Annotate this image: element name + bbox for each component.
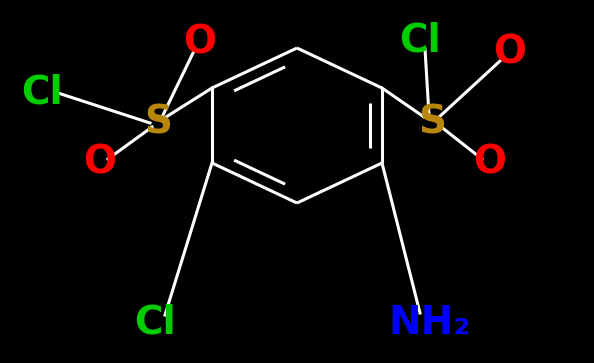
Text: O: O	[473, 144, 507, 182]
Text: Cl: Cl	[134, 304, 176, 342]
Text: Cl: Cl	[21, 74, 63, 112]
Text: O: O	[494, 34, 526, 72]
Text: Cl: Cl	[399, 22, 441, 60]
Text: S: S	[144, 104, 172, 142]
Text: O: O	[84, 144, 116, 182]
Text: S: S	[418, 104, 446, 142]
Text: O: O	[184, 24, 216, 62]
Text: NH₂: NH₂	[389, 304, 471, 342]
